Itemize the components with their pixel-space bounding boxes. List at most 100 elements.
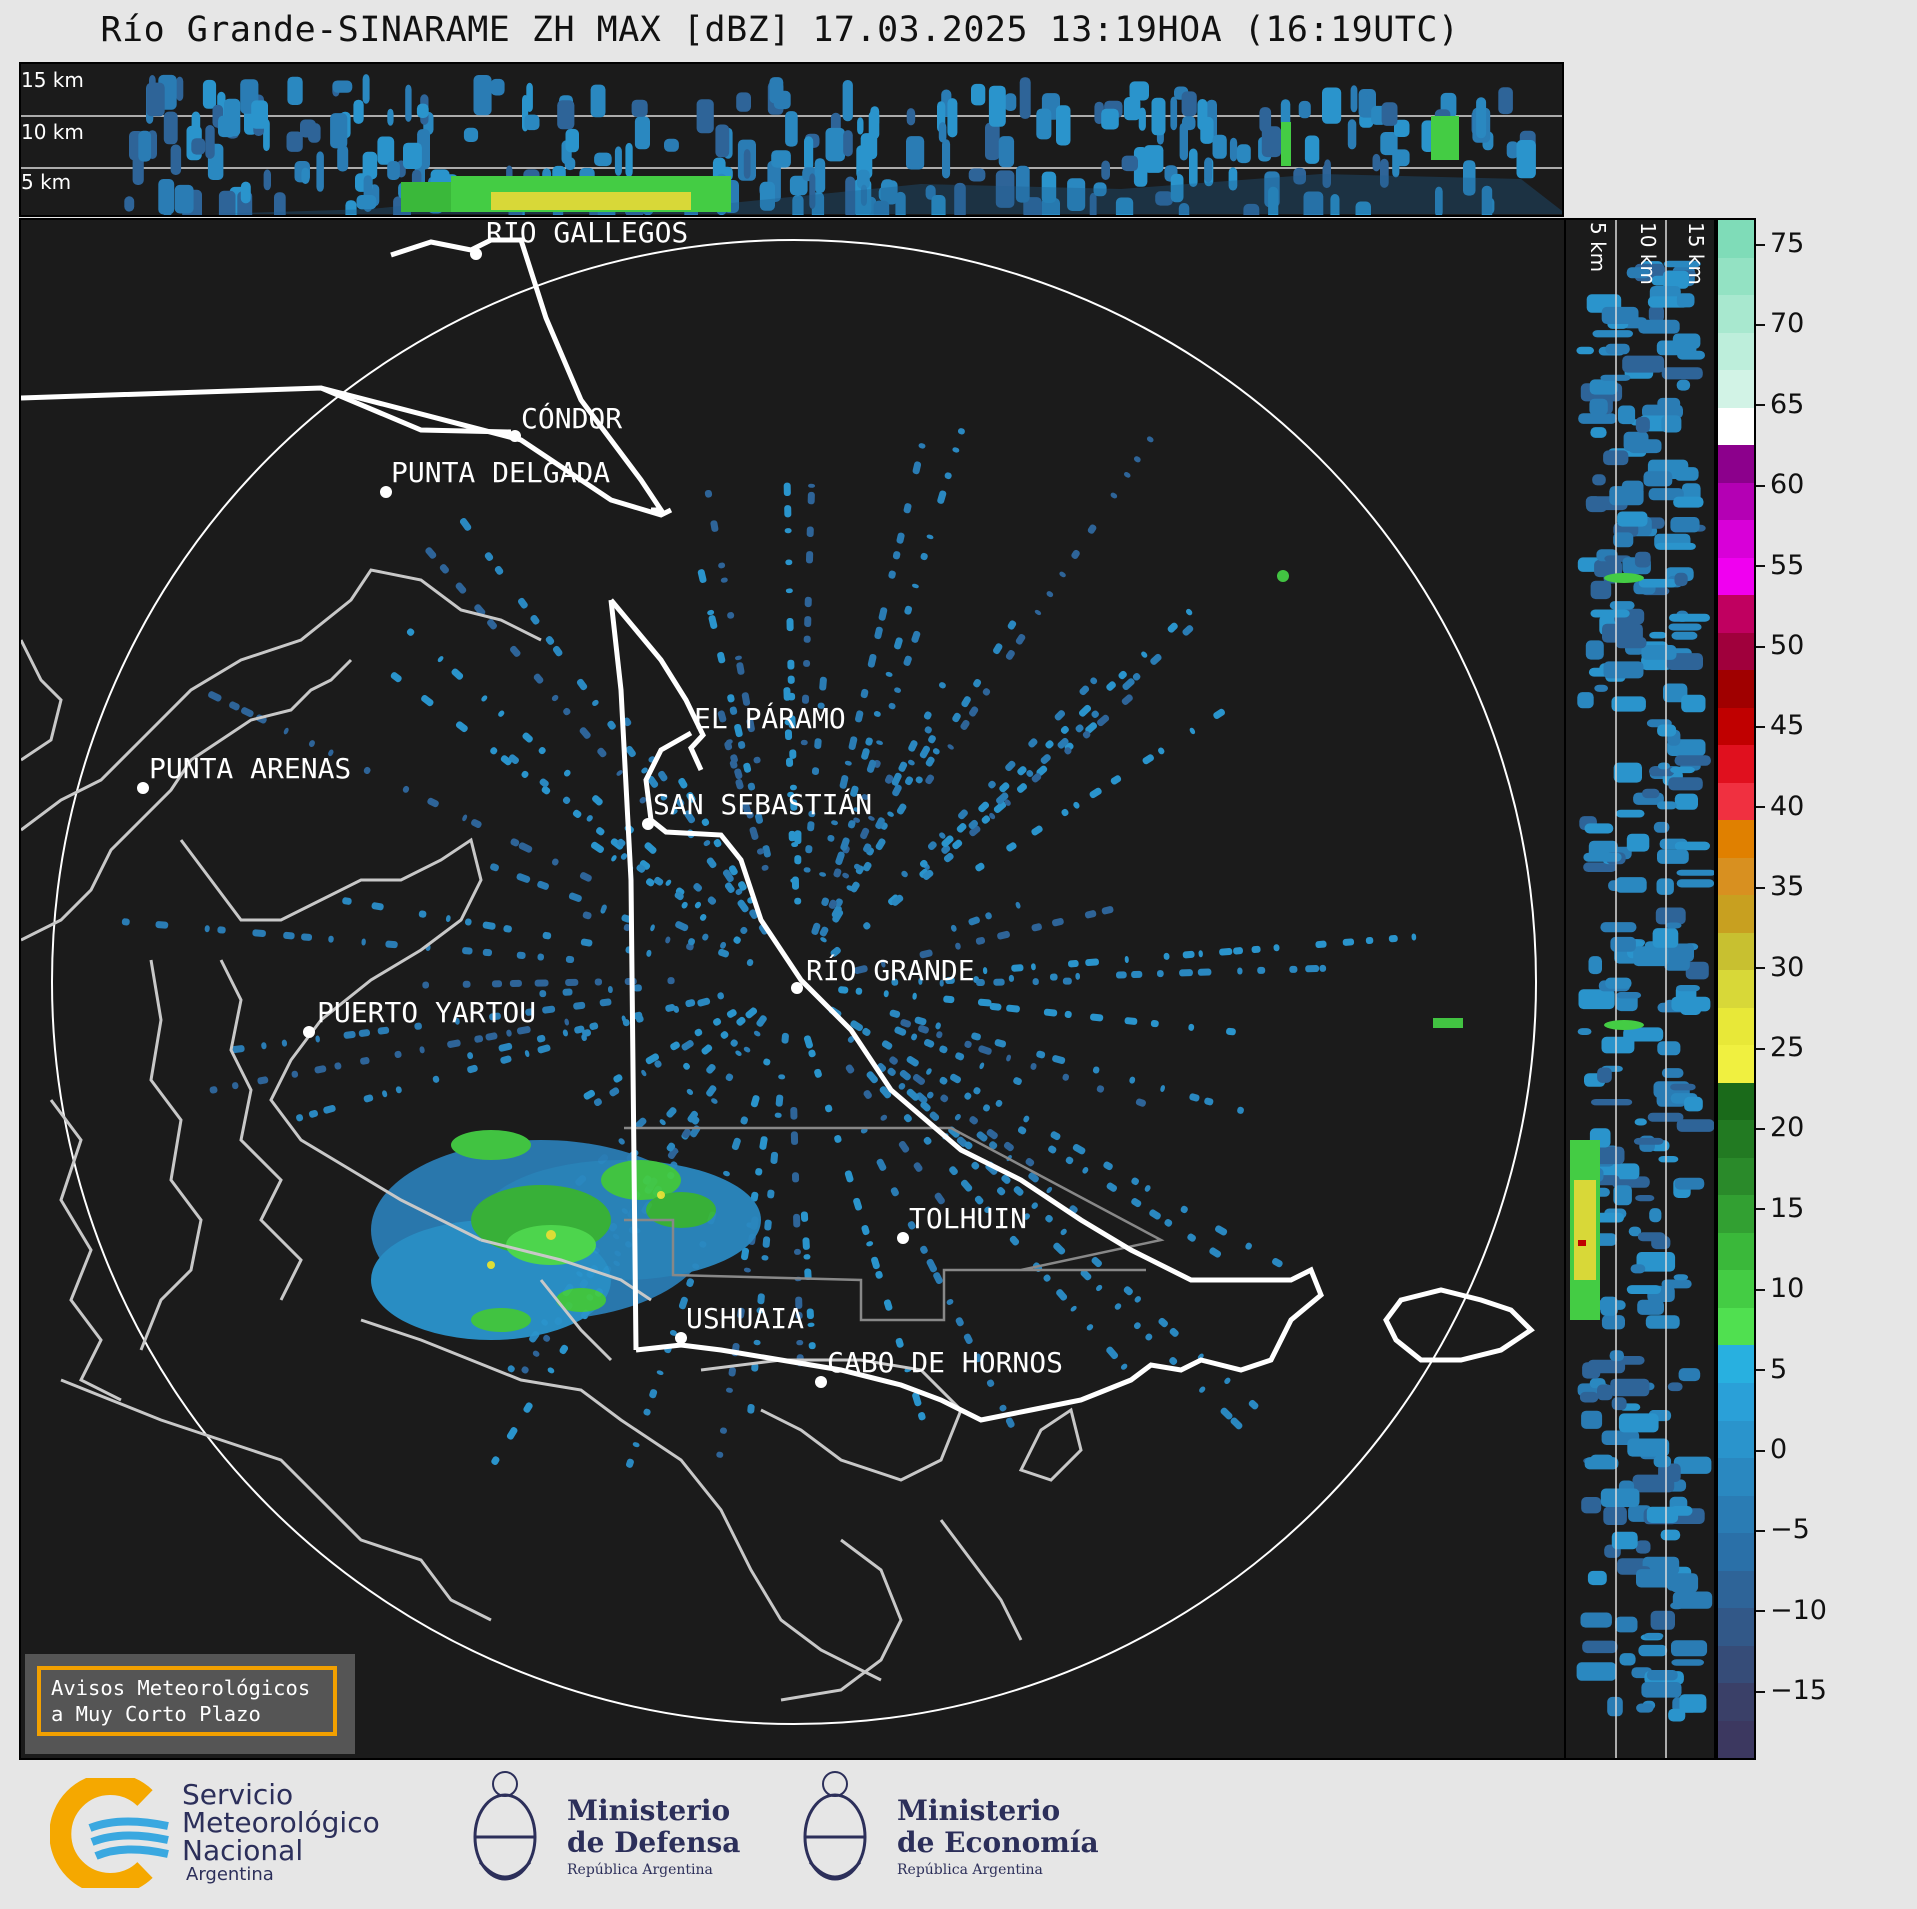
echo-cell xyxy=(1319,964,1327,972)
echo-cell xyxy=(1031,773,1042,783)
echo-cell xyxy=(1350,85,1358,113)
echo-cell xyxy=(1381,102,1398,126)
echo-cell xyxy=(1150,653,1162,665)
echo-cell xyxy=(734,723,743,738)
echo-cell xyxy=(789,749,797,759)
echo-cell xyxy=(394,1050,402,1058)
echo-cell xyxy=(881,1040,893,1050)
echo-cell xyxy=(1635,1195,1655,1202)
echo-cell xyxy=(1009,1235,1020,1246)
echo-cell xyxy=(1023,1213,1030,1220)
echo-cell xyxy=(1084,910,1097,919)
echo-cell xyxy=(1630,1264,1646,1274)
echo-cell xyxy=(422,981,430,989)
echo-cell xyxy=(1618,1413,1659,1433)
echo-cell xyxy=(582,911,592,920)
city-dot xyxy=(470,248,482,260)
echo-cell xyxy=(1656,878,1674,895)
echo-cell xyxy=(459,517,472,531)
defensa-line-2: de Defensa xyxy=(567,1826,741,1859)
echo-cell xyxy=(788,830,796,842)
warning-box-frame[interactable]: Avisos Meteorológicos a Muy Corto Plazo xyxy=(37,1666,337,1736)
echo-cell xyxy=(1610,1378,1650,1397)
echo-cell xyxy=(473,75,492,116)
colorbar-tick-label: −15 xyxy=(1756,1675,1827,1706)
radar-map[interactable]: RÍO GALLEGOS CÓNDOR PUNTA DELGADA EL PÁR… xyxy=(19,218,1566,1760)
echo-cell xyxy=(971,1161,980,1170)
echo-cell xyxy=(802,1237,810,1250)
echo-cell xyxy=(878,607,888,621)
echo-cell xyxy=(707,896,717,905)
echo-cell xyxy=(163,189,172,215)
echo-cell xyxy=(907,1221,916,1230)
echo-cell xyxy=(593,1098,602,1107)
echo-cell xyxy=(539,778,549,788)
echo-cell xyxy=(1167,622,1178,633)
echo-cell xyxy=(1143,145,1164,173)
economia-line-3: República Argentina xyxy=(897,1862,1043,1878)
echo-cell xyxy=(1045,1214,1053,1223)
echo-cell xyxy=(204,925,210,933)
echo-cell xyxy=(887,1067,896,1076)
echo-cell xyxy=(960,1179,973,1192)
echo-cell xyxy=(1189,148,1198,187)
echo-cell xyxy=(673,1005,680,1013)
echo-cell xyxy=(382,1090,388,1098)
echo-cell xyxy=(1481,185,1493,215)
echo-cell xyxy=(1668,777,1703,791)
echo-cell xyxy=(890,1187,899,1197)
warning-box[interactable]: Avisos Meteorológicos a Muy Corto Plazo xyxy=(25,1654,355,1754)
echo-cell xyxy=(1590,580,1612,600)
echo-cell xyxy=(956,1136,968,1147)
echo-cell xyxy=(725,1073,734,1082)
echo-cell xyxy=(1085,958,1099,967)
echo-cell xyxy=(720,1031,729,1039)
echo-cell xyxy=(731,1137,741,1151)
echo-cell xyxy=(358,1029,371,1037)
echo-cell xyxy=(1677,350,1705,360)
echo-cell xyxy=(1005,760,1016,772)
echo-cell xyxy=(866,1241,874,1247)
echo-cell xyxy=(1180,1205,1188,1214)
echo-cell xyxy=(1676,379,1691,391)
echo-cell xyxy=(807,1322,815,1327)
echo-cell xyxy=(786,618,794,632)
echo-cell xyxy=(1623,431,1649,451)
echo-cell xyxy=(283,727,289,735)
echo-cell xyxy=(903,655,912,666)
echo-cell xyxy=(462,980,471,988)
echo-cell xyxy=(592,699,599,706)
echo-cell xyxy=(328,749,334,757)
echo-cell xyxy=(1248,1399,1259,1410)
echo-cell xyxy=(674,891,684,901)
echo-cell xyxy=(1671,631,1698,640)
echo-cell xyxy=(808,1342,816,1350)
echo-cell xyxy=(1684,1096,1703,1112)
echo-cell xyxy=(170,144,182,175)
echo-cell xyxy=(263,169,271,191)
echo-cell xyxy=(377,1026,390,1035)
echo-cell xyxy=(1670,517,1700,533)
echo-cell xyxy=(1635,1540,1651,1554)
echo-cell xyxy=(1600,1296,1618,1316)
echo-cell xyxy=(1649,1208,1662,1223)
echo-cell xyxy=(892,784,902,797)
echo-cell xyxy=(982,967,988,975)
colorbar-segment xyxy=(1718,1420,1754,1459)
echo-cell xyxy=(1259,107,1272,133)
echo-cell xyxy=(995,1099,1003,1107)
echo-cell xyxy=(1676,293,1695,308)
echo-cell xyxy=(686,1088,694,1096)
echo-cell xyxy=(1169,1327,1179,1337)
echo-cell xyxy=(915,776,923,784)
colorbar-segment xyxy=(1718,1232,1754,1271)
colorbar-segment xyxy=(1718,1307,1754,1346)
echo-cell xyxy=(208,691,222,702)
echo-cell xyxy=(323,1104,336,1114)
colorbar-tick-label: −10 xyxy=(1756,1595,1827,1626)
echo-cell xyxy=(596,827,605,836)
echo-cell xyxy=(563,769,571,777)
echo-cell xyxy=(1577,1028,1592,1035)
echo-cell xyxy=(522,732,533,743)
echo-cell xyxy=(626,1458,634,1468)
